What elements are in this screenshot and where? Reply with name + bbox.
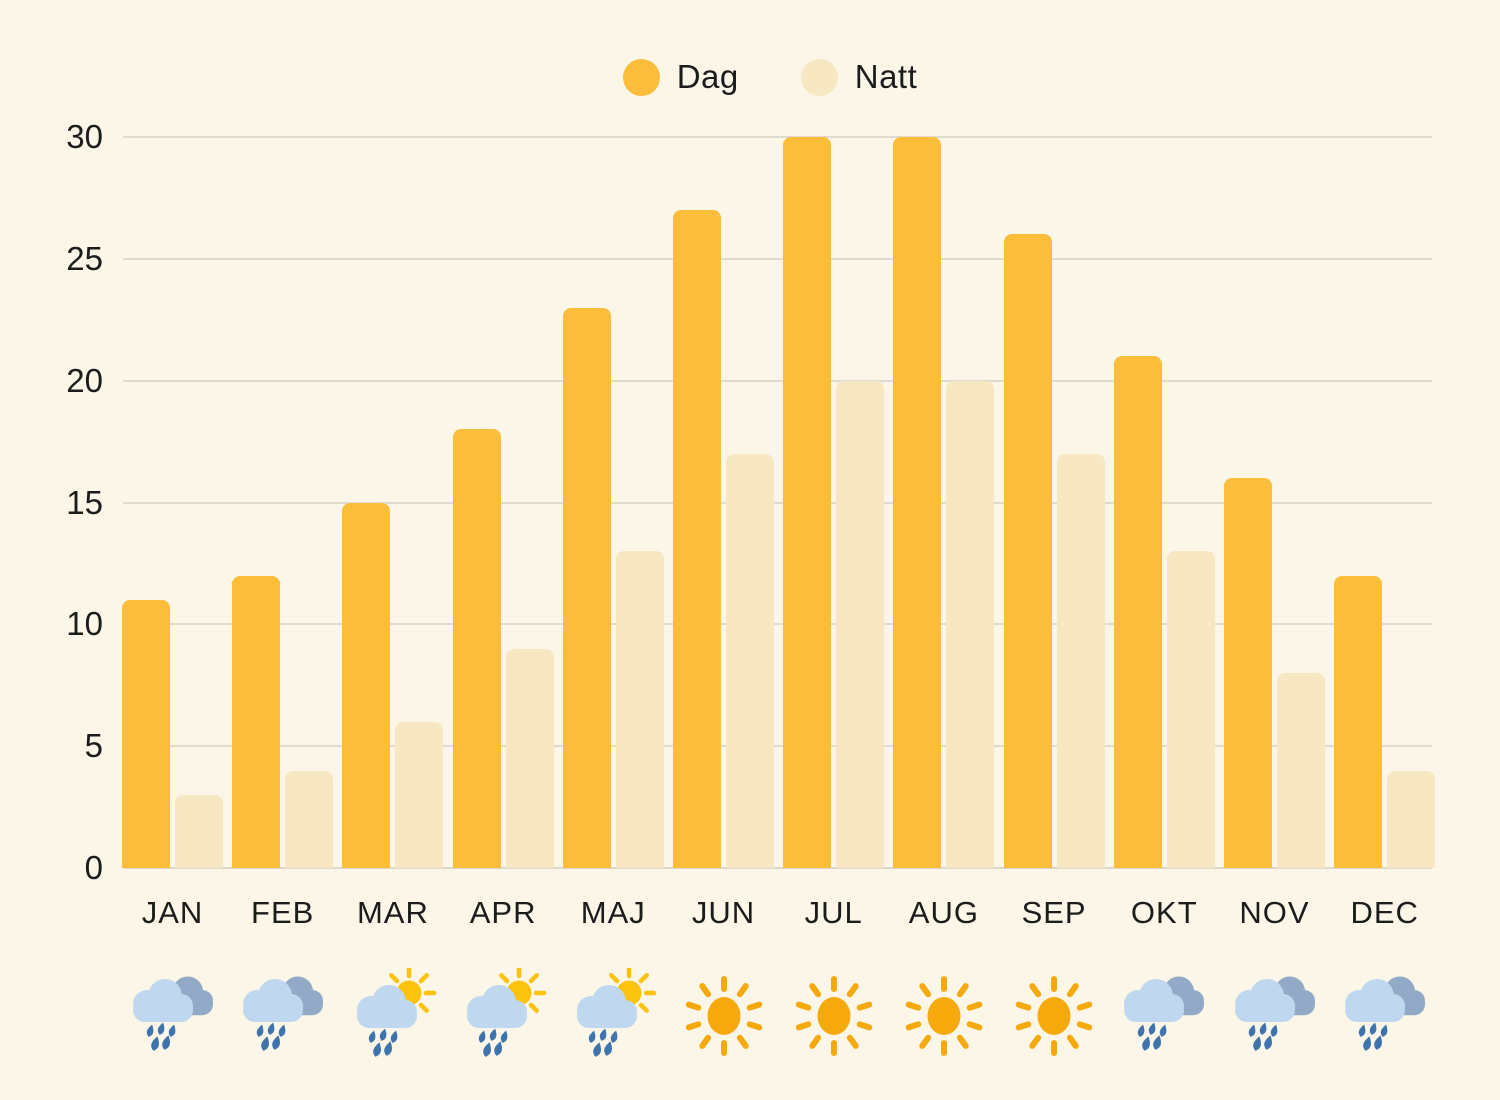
gridline-20 [123,379,1432,382]
month-label-jun: JUN [691,895,756,930]
sun-icon-jun [676,968,772,1064]
bar-dag-aug [893,137,942,868]
bar-natt-mar [395,721,444,868]
month-label-mar: MAR [356,895,429,930]
gridline-0 [123,867,1432,869]
gridline-10 [123,623,1432,626]
bar-natt-aug [946,380,995,868]
month-label-nov: NOV [1239,895,1310,930]
sun-icon-aug [896,968,992,1064]
month-label-aug: AUG [908,895,979,930]
rain-icon-nov [1227,968,1323,1064]
y-tick-label-10: 10 [66,605,103,643]
bar-natt-apr [505,648,554,868]
bar-dag-maj [562,307,611,868]
rain-icon-okt [1116,968,1212,1064]
month-label-apr: APR [469,895,537,930]
bar-natt-jul [836,380,885,868]
rain-sun-icon-mar [345,968,441,1064]
bar-natt-maj [615,551,664,868]
natt-series-swatch-icon [800,58,838,96]
bar-natt-feb [285,770,334,868]
sun-icon-sep [1006,968,1102,1064]
y-tick-label-15: 15 [66,483,103,521]
bar-dag-jan [122,599,170,868]
rain-sun-icon-maj [565,968,661,1064]
gridline-5 [123,745,1432,748]
bar-natt-okt [1166,551,1215,868]
sun-icon-jul [786,968,882,1064]
gridline-30 [123,136,1432,138]
bar-dag-okt [1113,356,1162,868]
gridline-25 [123,257,1432,260]
bar-dag-sep [1003,234,1052,868]
bar-natt-sep [1056,453,1105,868]
rain-icon-feb [235,968,331,1064]
bar-dag-jul [783,137,832,868]
bar-natt-dec [1387,770,1436,868]
month-label-maj: MAJ [580,895,646,930]
bar-natt-jun [726,453,774,868]
month-label-jul: JUL [804,895,863,930]
bar-dag-apr [452,429,501,868]
bar-dag-mar [342,502,391,868]
bar-dag-jun [673,210,721,868]
month-label-jan: JAN [141,895,204,930]
rain-icon-dec [1337,968,1433,1064]
y-tick-label-30: 30 [66,118,103,155]
bar-dag-feb [232,575,281,868]
legend-label-dag: Dag [676,58,739,95]
y-tick-label-20: 20 [66,361,103,399]
bar-natt-jan [175,794,223,868]
y-tick-label-0: 0 [84,849,103,886]
rain-sun-icon-apr [455,968,551,1064]
y-tick-label-25: 25 [66,239,103,277]
bar-dag-dec [1334,575,1383,868]
dag-series-swatch-icon [622,58,660,96]
month-label-okt: OKT [1130,895,1198,930]
legend-label-natt: Natt [854,58,918,95]
legend-item-natt: Natt [800,58,918,96]
month-label-dec: DEC [1350,895,1419,930]
y-tick-label-5: 5 [84,727,103,765]
gridline-15 [123,501,1432,504]
chart-legend: Dag Natt [0,58,1500,96]
month-label-sep: SEP [1021,895,1087,930]
bar-natt-nov [1277,673,1325,868]
month-label-feb: FEB [251,895,315,930]
legend-item-dag: Dag [622,58,739,96]
bar-dag-nov [1224,478,1272,868]
rain-icon-jan [125,968,221,1064]
